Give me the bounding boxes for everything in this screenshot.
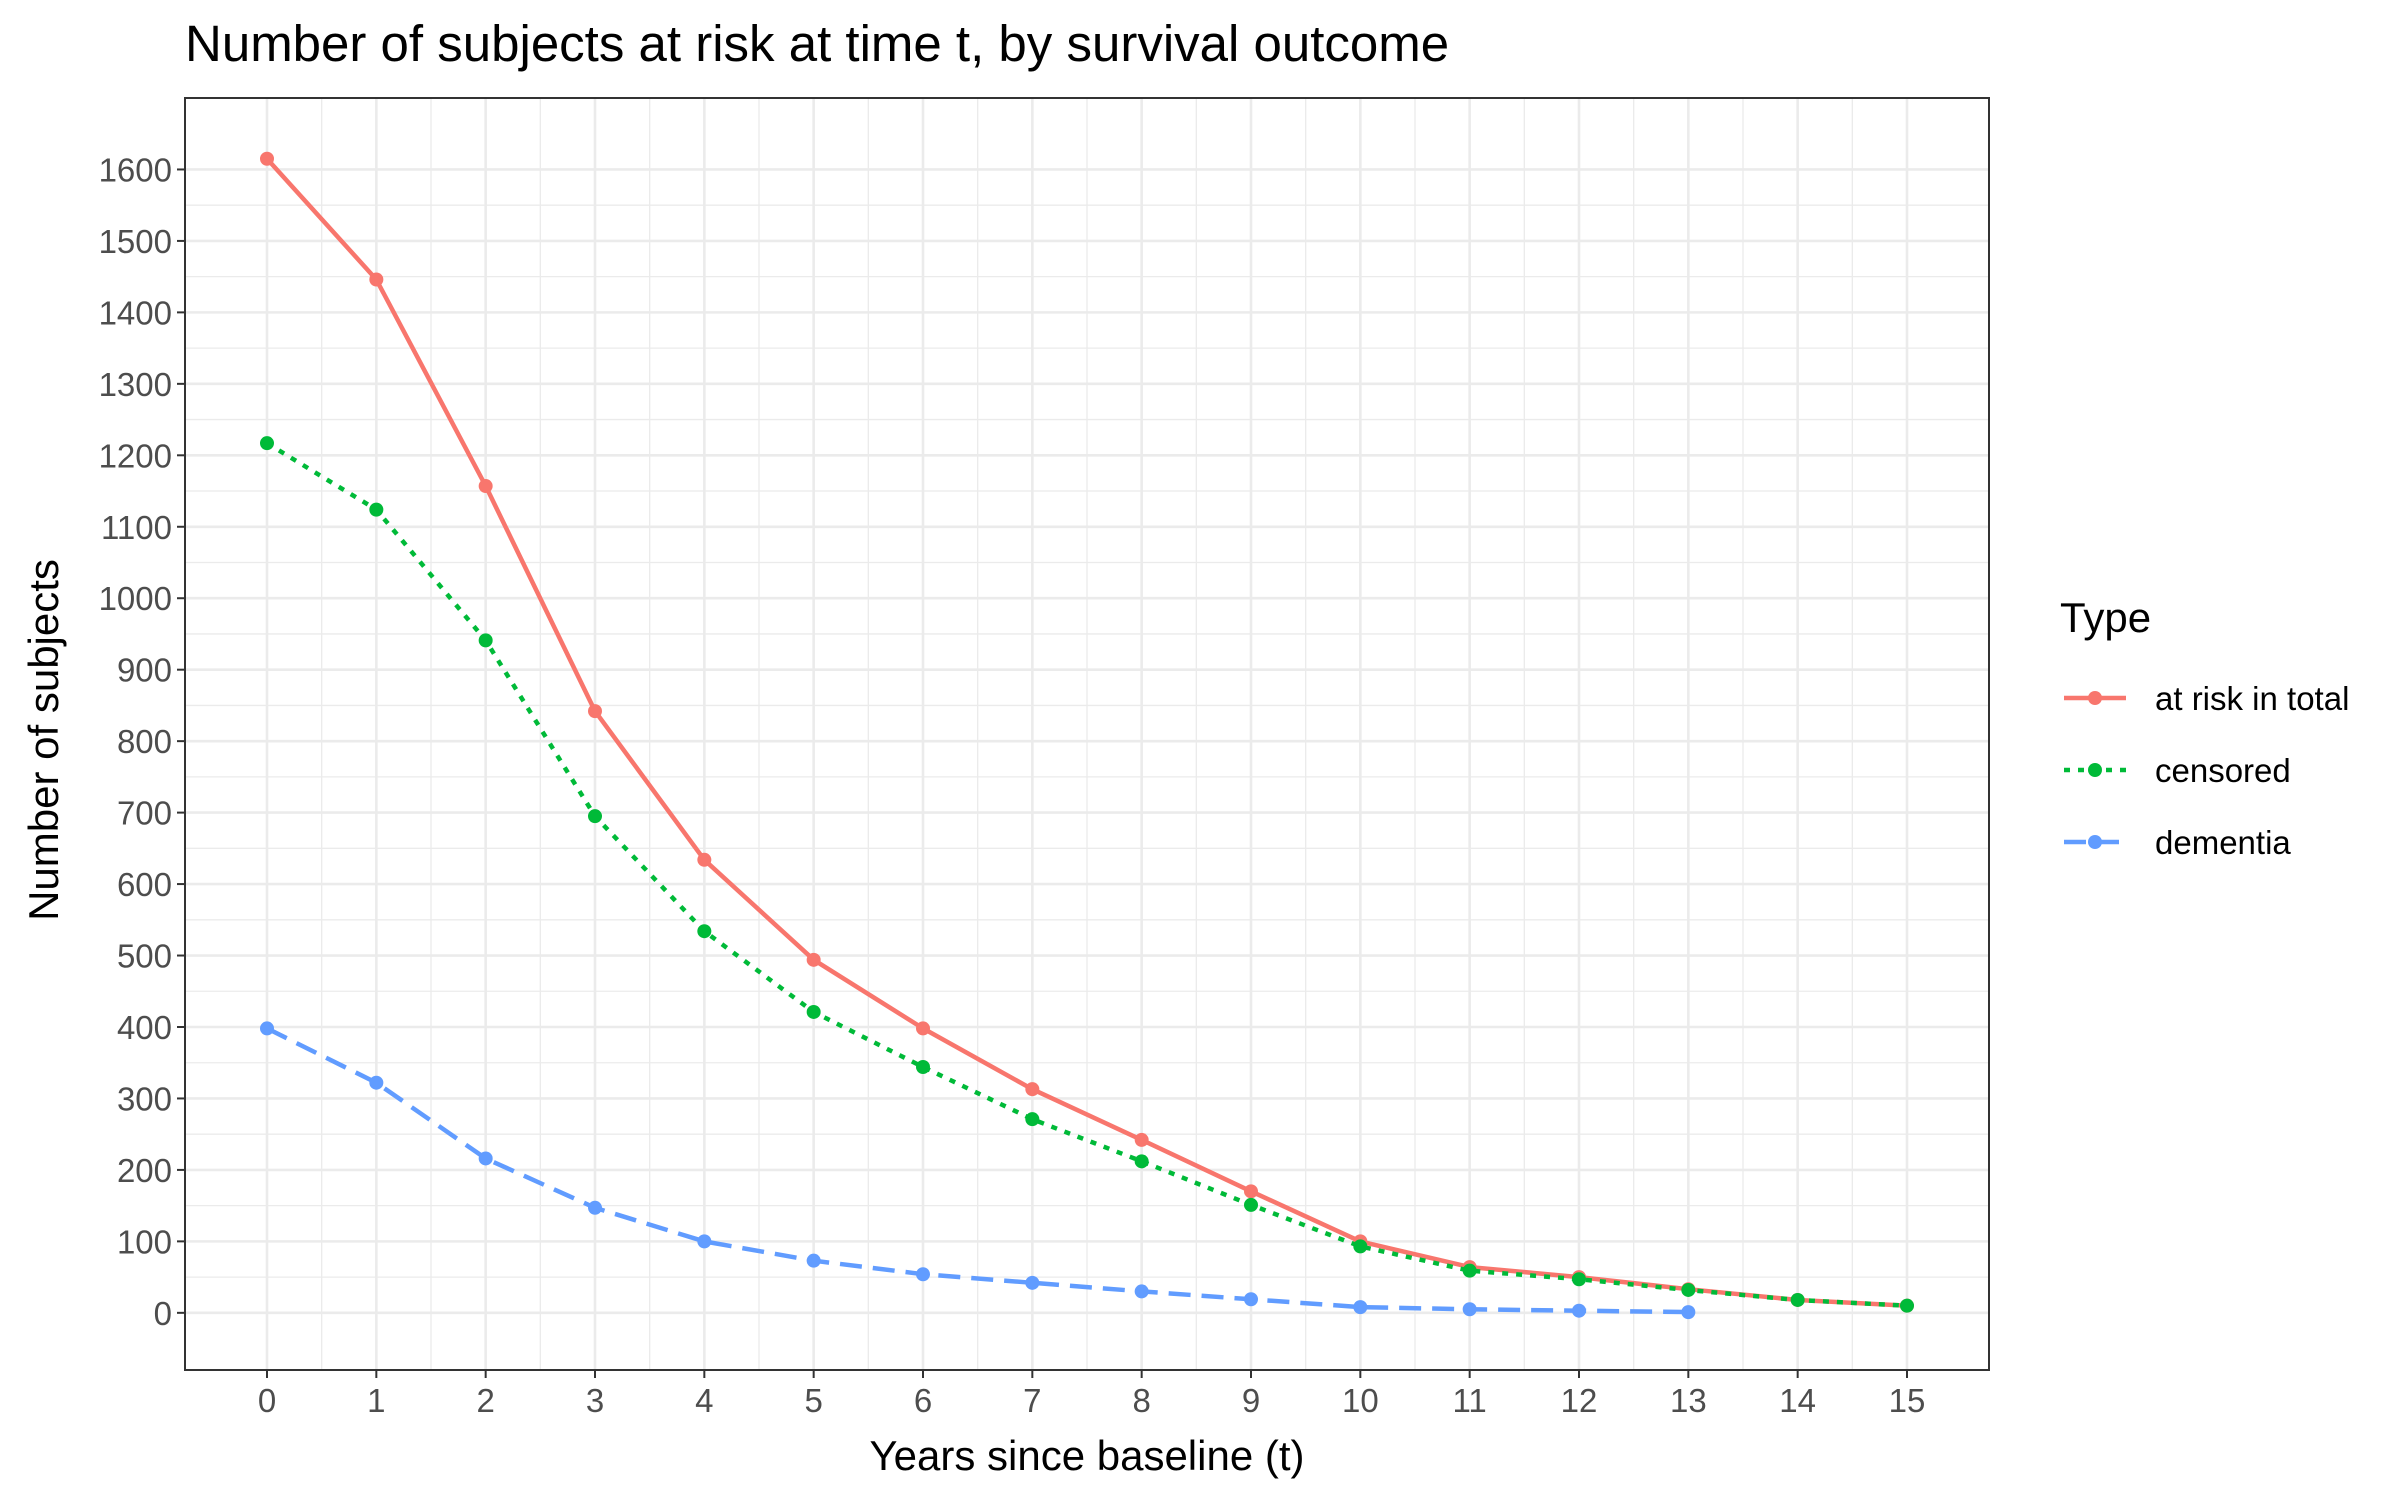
y-tick-label: 200 xyxy=(117,1152,172,1189)
legend-title: Type xyxy=(2060,594,2151,641)
y-tick-label: 0 xyxy=(154,1295,172,1332)
series-point-1 xyxy=(916,1021,930,1036)
y-tick-label: 1400 xyxy=(99,294,172,331)
series-point-2 xyxy=(1900,1298,1914,1313)
series-point-2 xyxy=(1681,1282,1696,1297)
series-point-2 xyxy=(1572,1272,1586,1287)
x-tick-label: 1 xyxy=(367,1382,385,1419)
y-tick-label: 1500 xyxy=(99,223,172,260)
series-point-3 xyxy=(1025,1275,1040,1290)
x-tick-label: 10 xyxy=(1342,1382,1379,1419)
series-point-2 xyxy=(1025,1112,1040,1127)
series-point-2 xyxy=(369,502,384,517)
legend-key-point xyxy=(2088,835,2102,849)
legend-key-point xyxy=(2088,691,2102,705)
y-tick-label: 500 xyxy=(117,938,172,975)
x-tick-label: 14 xyxy=(1779,1382,1816,1419)
series-point-3 xyxy=(1462,1302,1477,1317)
series-point-3 xyxy=(260,1021,274,1036)
x-tick-label: 6 xyxy=(914,1382,932,1419)
series-point-2 xyxy=(1462,1263,1477,1278)
y-tick-label: 300 xyxy=(117,1080,172,1117)
legend-label: censored xyxy=(2155,752,2291,789)
series-point-1 xyxy=(588,704,602,719)
y-tick-label: 1000 xyxy=(99,580,172,617)
legend-key-point xyxy=(2088,763,2102,777)
series-point-2 xyxy=(1244,1197,1258,1212)
series-point-1 xyxy=(1025,1082,1040,1097)
series-point-2 xyxy=(1353,1239,1368,1254)
y-tick-label: 1600 xyxy=(99,151,172,188)
chart-title: Number of subjects at risk at time t, by… xyxy=(185,15,1450,72)
series-point-2 xyxy=(1134,1154,1149,1169)
x-tick-label: 13 xyxy=(1670,1382,1707,1419)
series-point-1 xyxy=(478,479,493,494)
series-line-3 xyxy=(265,1026,1689,1315)
x-tick-label: 5 xyxy=(804,1382,822,1419)
series-point-3 xyxy=(1572,1303,1586,1318)
x-tick-label: 15 xyxy=(1889,1382,1926,1419)
series-point-2 xyxy=(806,1004,821,1019)
series-point-3 xyxy=(369,1075,384,1090)
series-point-2 xyxy=(916,1060,930,1075)
x-tick-label: 12 xyxy=(1561,1382,1598,1419)
y-tick-label: 400 xyxy=(117,1009,172,1046)
series-point-2 xyxy=(697,924,712,939)
series-point-2 xyxy=(1790,1292,1805,1307)
x-tick-label: 8 xyxy=(1132,1382,1150,1419)
y-axis-title: Number of subjects xyxy=(20,559,67,921)
x-tick-label: 9 xyxy=(1242,1382,1260,1419)
series-point-1 xyxy=(369,272,384,287)
series-point-3 xyxy=(1353,1300,1368,1315)
series-line-2 xyxy=(265,441,1908,1308)
x-tick-label: 4 xyxy=(695,1382,713,1419)
series-point-3 xyxy=(1244,1292,1258,1307)
y-tick-label: 600 xyxy=(117,866,172,903)
series-point-1 xyxy=(260,151,274,166)
series-point-1 xyxy=(697,852,712,867)
y-tick-label: 100 xyxy=(117,1223,172,1260)
series-point-3 xyxy=(1134,1284,1149,1299)
series-point-3 xyxy=(916,1267,930,1282)
series-point-3 xyxy=(697,1234,712,1249)
series-point-3 xyxy=(588,1200,602,1215)
y-tick-label: 700 xyxy=(117,795,172,832)
series-point-3 xyxy=(1681,1305,1696,1320)
y-tick-label: 1100 xyxy=(101,509,172,546)
y-tick-label: 900 xyxy=(117,652,172,689)
y-tick-label: 1200 xyxy=(99,437,172,474)
y-tick-label: 800 xyxy=(117,723,172,760)
series-point-2 xyxy=(260,436,274,451)
series-point-2 xyxy=(588,809,602,824)
y-tick-label: 1300 xyxy=(99,366,172,403)
series-point-3 xyxy=(478,1151,493,1166)
series-point-1 xyxy=(1134,1132,1149,1147)
legend-label: dementia xyxy=(2155,824,2291,861)
x-tick-label: 11 xyxy=(1453,1382,1487,1419)
plot-border xyxy=(184,97,1990,1371)
x-tick-label: 7 xyxy=(1023,1382,1041,1419)
x-axis-title: Years since baseline (t) xyxy=(869,1432,1305,1479)
x-tick-label: 3 xyxy=(586,1382,604,1419)
series-point-2 xyxy=(478,633,493,648)
x-tick-label: 2 xyxy=(476,1382,494,1419)
series-point-3 xyxy=(806,1253,821,1268)
series-point-1 xyxy=(806,952,821,967)
series-point-1 xyxy=(1244,1184,1258,1199)
x-tick-label: 0 xyxy=(258,1382,276,1419)
legend-label: at risk in total xyxy=(2155,680,2349,717)
